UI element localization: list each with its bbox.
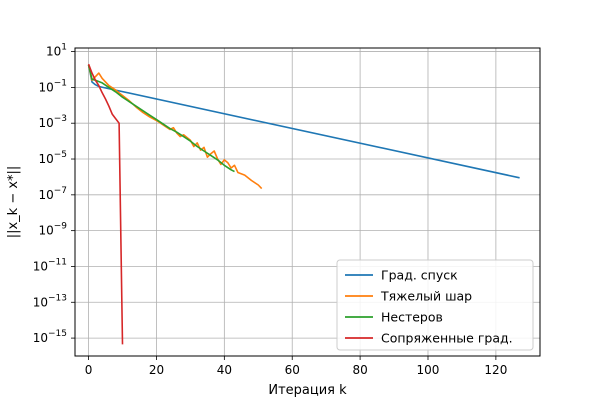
y-tick-label: 101 xyxy=(46,43,67,59)
x-axis-label: Итерация k xyxy=(268,383,347,398)
y-tick-label: 10−13 xyxy=(33,293,67,309)
series-line-1 xyxy=(87,64,520,179)
legend-label: Град. спуск xyxy=(381,268,458,283)
legend-label: Нестеров xyxy=(381,310,443,325)
y-axis-ticks: 101 10−1 10−3 10−5 10−7 10−9 10−11 10−13 10−15 xyxy=(33,43,75,345)
x-tick-label: 40 xyxy=(217,363,232,377)
legend-label: Тяжелый шар xyxy=(380,289,472,304)
y-tick-label: 10−11 xyxy=(33,257,67,273)
y-tick-label: 10−1 xyxy=(38,78,67,94)
y-tick-label: 10−7 xyxy=(38,186,67,202)
x-tick-label: 100 xyxy=(417,363,440,377)
x-tick-label: 120 xyxy=(484,363,507,377)
x-tick-label: 60 xyxy=(285,363,300,377)
y-tick-label: 10−9 xyxy=(38,222,67,238)
x-tick-label: 0 xyxy=(85,363,93,377)
y-axis-label: ||x_k − x*|| xyxy=(6,166,21,239)
y-tick-label: 10−15 xyxy=(33,329,67,345)
plot-frame xyxy=(74,47,541,357)
x-tick-label: 80 xyxy=(352,363,367,377)
series-line-3 xyxy=(87,64,235,173)
x-axis-ticks: 0 20 40 60 80 100 120 xyxy=(85,356,507,377)
series-line-4 xyxy=(87,63,124,345)
series-line-2 xyxy=(87,64,263,190)
legend-box xyxy=(336,259,534,351)
legend: Град. спуск Тяжелый шар Нестеров Сопряженны… xyxy=(336,259,534,351)
x-tick-label: 20 xyxy=(149,363,164,377)
y-tick-label: 10−5 xyxy=(38,150,67,166)
legend-label: Сопряженные град. xyxy=(381,331,513,346)
series-lines xyxy=(87,63,520,345)
y-tick-label: 10−3 xyxy=(38,114,67,130)
